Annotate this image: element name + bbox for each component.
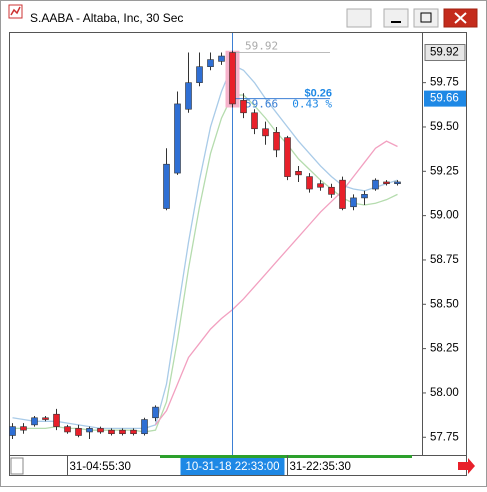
candle-body	[42, 417, 49, 420]
candle-body	[284, 137, 291, 177]
candle-body	[361, 194, 368, 199]
candle-body	[31, 417, 38, 426]
close-glyph	[454, 12, 467, 24]
y-tick-label: 59.50	[430, 121, 459, 133]
restore-button[interactable]	[413, 8, 439, 28]
y-tick-label: 58.00	[430, 387, 459, 399]
scroll-range[interactable]	[160, 455, 412, 458]
candle-body	[97, 428, 104, 433]
y-tick-label: 58.75	[430, 254, 459, 266]
x-tick-label: 31-22:35:30	[290, 461, 351, 473]
candle-body	[64, 426, 71, 433]
candle-body	[394, 181, 401, 185]
candle-body	[317, 183, 324, 188]
last-price-label: 59.92	[430, 47, 459, 59]
candle-body	[350, 197, 357, 208]
candle-body	[163, 163, 170, 209]
candle-body	[152, 406, 159, 419]
window-title: S.AABA - Altaba, Inc, 30 Sec	[30, 11, 183, 25]
cursor-price-box	[424, 90, 466, 107]
candle-body	[240, 100, 247, 114]
y-tick-label: 59.75	[430, 77, 459, 89]
candle-body	[218, 55, 225, 62]
candle-body	[207, 59, 214, 67]
candle-body	[196, 66, 203, 83]
y-tick-label: 58.25	[430, 343, 459, 355]
cursor-time-label: 10-31-18 22:33:00	[186, 461, 280, 473]
candle-body	[251, 112, 258, 130]
candle-body	[86, 428, 93, 433]
y-tick-label: 57.75	[430, 431, 459, 443]
scroll-box[interactable]	[10, 457, 24, 475]
x-tick-label: 31-04:55:30	[70, 461, 131, 473]
candle-body	[174, 103, 181, 174]
moving-average	[154, 140, 398, 426]
cursor-time-box	[180, 458, 285, 475]
candle-body	[53, 413, 60, 427]
candle-body	[273, 131, 280, 151]
measure-to-label: 59.66	[245, 98, 278, 111]
candle-body	[9, 426, 16, 436]
candle-body	[20, 426, 27, 431]
y-tick-label: 59.00	[430, 210, 459, 222]
y-tick-label: 58.50	[430, 298, 459, 310]
candle-body	[295, 171, 302, 176]
candle-body	[75, 428, 82, 436]
candle-body	[130, 429, 137, 435]
link-button[interactable]	[346, 8, 372, 28]
candle-body	[339, 179, 346, 209]
cursor-price-label: 59.66	[430, 93, 459, 105]
candle-body	[185, 82, 192, 110]
candle-body	[383, 181, 390, 185]
candle-body	[262, 128, 269, 137]
candle-body	[328, 186, 335, 195]
restore-glyph	[420, 12, 432, 23]
candle-body	[306, 176, 313, 190]
candle-body	[372, 179, 379, 190]
moving-average	[12, 64, 398, 430]
measure-change-label: $0.26	[304, 88, 332, 100]
last-price-box	[424, 44, 466, 62]
measure-from-label: 59.92	[245, 40, 278, 53]
y-tick-label: 59.25	[430, 165, 459, 177]
candle-body	[229, 52, 236, 105]
candle-body	[119, 429, 126, 435]
candle-body	[141, 419, 148, 435]
minimize-button[interactable]	[383, 8, 409, 28]
scroll-right-arrow[interactable]	[458, 458, 475, 474]
measure-pct-label: 0.43 %	[292, 98, 332, 111]
candle-body	[108, 429, 115, 435]
app-icon-glyph	[10, 6, 21, 16]
plot-frame	[9, 32, 423, 456]
